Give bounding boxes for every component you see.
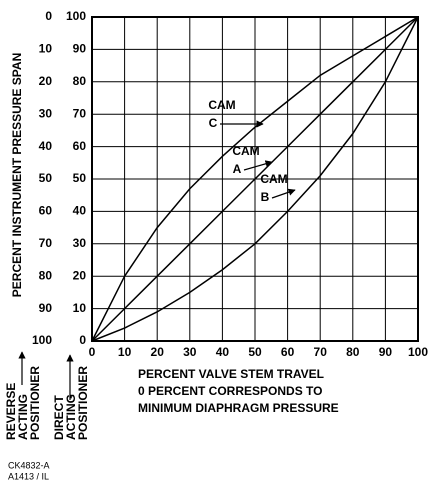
annotation-arrow xyxy=(271,188,296,199)
reverse-label: REVERSE xyxy=(4,383,18,440)
footnote: CK4832-A xyxy=(8,460,50,470)
x-tick-label: 50 xyxy=(248,345,262,359)
annotation-series: C xyxy=(209,116,218,130)
y-tick-label: 0 xyxy=(79,333,86,347)
annotation-series: B xyxy=(261,190,270,204)
y2-tick-label: 20 xyxy=(39,74,53,88)
annotation-arrow xyxy=(243,160,273,171)
y2-tick-label: 0 xyxy=(45,9,52,23)
y-axis-title: PERCENT INSTRUMENT PRESSURE SPAN xyxy=(10,53,24,297)
annotation: CAM xyxy=(232,144,259,158)
x-tick-label: 40 xyxy=(216,345,230,359)
curve xyxy=(91,16,419,342)
x-tick-label: 30 xyxy=(183,345,197,359)
y-tick-label: 30 xyxy=(73,236,87,250)
x-tick-label: 80 xyxy=(346,345,360,359)
annotation: CAM xyxy=(208,98,235,112)
y2-tick-label: 100 xyxy=(32,333,52,347)
x-tick-label: 0 xyxy=(89,345,96,359)
curve xyxy=(91,16,419,342)
x-tick-label: 60 xyxy=(281,345,295,359)
x-axis-title: MINIMUM DIAPHRAGM PRESSURE xyxy=(138,401,339,415)
y-tick-label: 70 xyxy=(73,106,87,120)
x-axis-title: PERCENT VALVE STEM TRAVEL xyxy=(138,367,324,381)
y-tick-label: 90 xyxy=(73,42,87,56)
reverse-label: ACTING xyxy=(16,394,30,440)
y2-tick-label: 50 xyxy=(39,171,53,185)
annotation-series: A xyxy=(233,162,242,176)
y-tick-label: 10 xyxy=(73,301,87,315)
direct-label: DIRECT xyxy=(52,395,66,440)
y-tick-label: 40 xyxy=(73,204,87,218)
y-tick-label: 80 xyxy=(73,74,87,88)
footnote: A1413 / IL xyxy=(8,471,49,481)
y2-tick-label: 90 xyxy=(39,301,53,315)
y2-tick-label: 40 xyxy=(39,139,53,153)
x-tick-label: 100 xyxy=(408,345,428,359)
x-tick-label: 70 xyxy=(314,345,328,359)
y-tick-label: 20 xyxy=(73,268,87,282)
y2-tick-label: 30 xyxy=(39,106,53,120)
x-tick-label: 10 xyxy=(118,345,132,359)
y2-tick-label: 60 xyxy=(39,204,53,218)
y-tick-label: 100 xyxy=(66,9,86,23)
annotation: CAM xyxy=(260,172,287,186)
y-tick-label: 60 xyxy=(73,139,87,153)
direct-label: POSITIONER xyxy=(76,366,90,440)
plot-frame xyxy=(91,16,419,342)
curve xyxy=(91,16,419,342)
y2-tick-label: 80 xyxy=(39,268,53,282)
y2-tick-label: 70 xyxy=(39,236,53,250)
x-tick-label: 20 xyxy=(151,345,165,359)
y-tick-label: 50 xyxy=(73,171,87,185)
y2-tick-label: 10 xyxy=(39,42,53,56)
direct-label: ACTING xyxy=(64,394,78,440)
x-axis-title: 0 PERCENT CORRESPONDS TO xyxy=(138,384,322,398)
reverse-label: POSITIONER xyxy=(28,366,42,440)
x-tick-label: 90 xyxy=(379,345,393,359)
